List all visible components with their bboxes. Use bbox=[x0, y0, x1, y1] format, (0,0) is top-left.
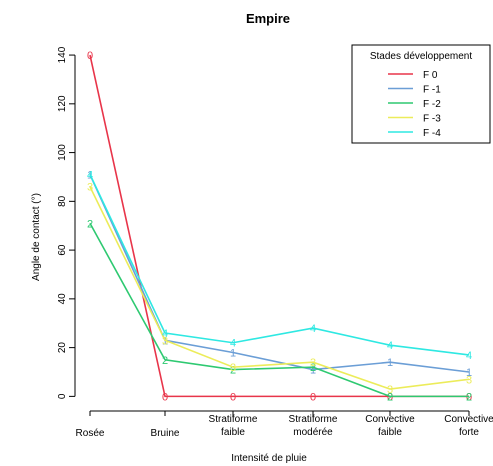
data-point: 3 bbox=[387, 384, 393, 396]
data-point: 2 bbox=[230, 365, 236, 377]
x-tick-label: Stratiforme faible bbox=[209, 414, 258, 438]
data-point: 1 bbox=[387, 357, 393, 369]
series-line bbox=[89, 174, 470, 356]
x-tick-label-line: faible bbox=[378, 427, 402, 438]
legend-item: F -1 bbox=[388, 85, 441, 96]
data-point: 3 bbox=[310, 357, 316, 369]
y-tick-label: 140 bbox=[57, 46, 68, 63]
x-tick-label: Stratiforme modérée bbox=[289, 414, 338, 438]
data-point: 1 bbox=[466, 367, 472, 379]
legend-label: F -3 bbox=[423, 114, 441, 125]
series-line bbox=[89, 174, 470, 373]
data-point: 0 bbox=[87, 50, 93, 62]
data-point: 2 bbox=[387, 391, 393, 403]
x-tick-label: Bruine bbox=[151, 428, 180, 439]
legend-label: F -1 bbox=[423, 85, 441, 96]
x-tick-label-line: forte bbox=[459, 427, 479, 438]
data-point: 4 bbox=[230, 338, 236, 350]
data-point: 3 bbox=[87, 182, 93, 194]
y-tick-label: 80 bbox=[57, 195, 68, 207]
legend-label: F -2 bbox=[423, 99, 441, 110]
data-point: 4 bbox=[162, 328, 168, 340]
data-point: 0 bbox=[466, 391, 472, 403]
data-point: 2 bbox=[310, 362, 316, 374]
data-point: 2 bbox=[87, 218, 93, 230]
y-tick-label: 40 bbox=[57, 293, 68, 305]
data-point: 2 bbox=[162, 355, 168, 367]
y-tick-label: 0 bbox=[57, 393, 68, 399]
data-point: 0 bbox=[387, 391, 393, 403]
x-tick-label-line: Rosée bbox=[76, 428, 105, 439]
x-tick-label: Rosée bbox=[76, 428, 105, 439]
legend: Stades développement F 0 F -1 F -2 F -3 F -4 bbox=[351, 44, 491, 144]
legend-item: F 0 bbox=[388, 70, 438, 81]
y-tick-label: 20 bbox=[57, 342, 68, 354]
data-point: 1 bbox=[162, 335, 168, 347]
data-point: 0 bbox=[230, 391, 236, 403]
series-2: 2 2 2 2 2 2 bbox=[87, 218, 472, 403]
x-tick-label-line: Bruine bbox=[151, 428, 180, 439]
legend-label: F -4 bbox=[423, 128, 441, 139]
legend-label: F 0 bbox=[423, 70, 438, 81]
x-tick-label: Convective forte bbox=[444, 414, 493, 438]
series-line bbox=[89, 186, 470, 390]
y-axis-title: Angle de contact (°) bbox=[31, 193, 42, 281]
series-4: 4 4 4 4 4 4 bbox=[87, 170, 472, 362]
x-axis: Rosée Bruine Stratiforme faible Stratiforme m… bbox=[76, 410, 493, 439]
legend-box bbox=[351, 44, 491, 144]
legend-items: F 0 F -1 F -2 F -3 F -4 bbox=[388, 70, 441, 139]
data-point: 4 bbox=[87, 170, 93, 182]
y-axis: 0 20 40 60 80 100 120 140 bbox=[57, 46, 76, 399]
data-point: 2 bbox=[466, 391, 472, 403]
y-tick-label: 120 bbox=[57, 95, 68, 112]
x-tick-label-line: Convective bbox=[365, 414, 415, 425]
x-tick-label-line: Stratiforme bbox=[209, 414, 258, 425]
x-axis-title: Intensité de pluie bbox=[231, 453, 307, 464]
series-3: 3 3 3 3 3 3 bbox=[87, 182, 472, 396]
data-point: 1 bbox=[310, 365, 316, 377]
data-point: 4 bbox=[466, 350, 472, 362]
x-tick-label-line: faible bbox=[221, 427, 245, 438]
legend-title: Stades développement bbox=[370, 51, 473, 62]
data-point: 0 bbox=[162, 391, 168, 403]
series-line bbox=[89, 222, 469, 398]
chart-title: Empire bbox=[246, 11, 290, 26]
data-point: 4 bbox=[387, 340, 393, 352]
x-tick-label: Convective faible bbox=[365, 414, 415, 438]
x-tick-label-line: Convective bbox=[444, 414, 493, 425]
y-tick-label: 60 bbox=[57, 244, 68, 256]
legend-item: F -3 bbox=[388, 114, 441, 125]
data-point: 1 bbox=[230, 347, 236, 359]
data-point: 3 bbox=[466, 374, 472, 386]
x-tick-label-line: modérée bbox=[293, 427, 333, 438]
data-point: 0 bbox=[310, 391, 316, 403]
legend-item: F -2 bbox=[388, 99, 441, 110]
legend-item: F -4 bbox=[388, 128, 441, 139]
data-point: 3 bbox=[230, 362, 236, 374]
y-tick-label: 100 bbox=[57, 144, 68, 161]
data-point: 4 bbox=[310, 323, 316, 335]
x-tick-label-line: Stratiforme bbox=[289, 414, 338, 425]
data-point: 3 bbox=[162, 335, 168, 347]
